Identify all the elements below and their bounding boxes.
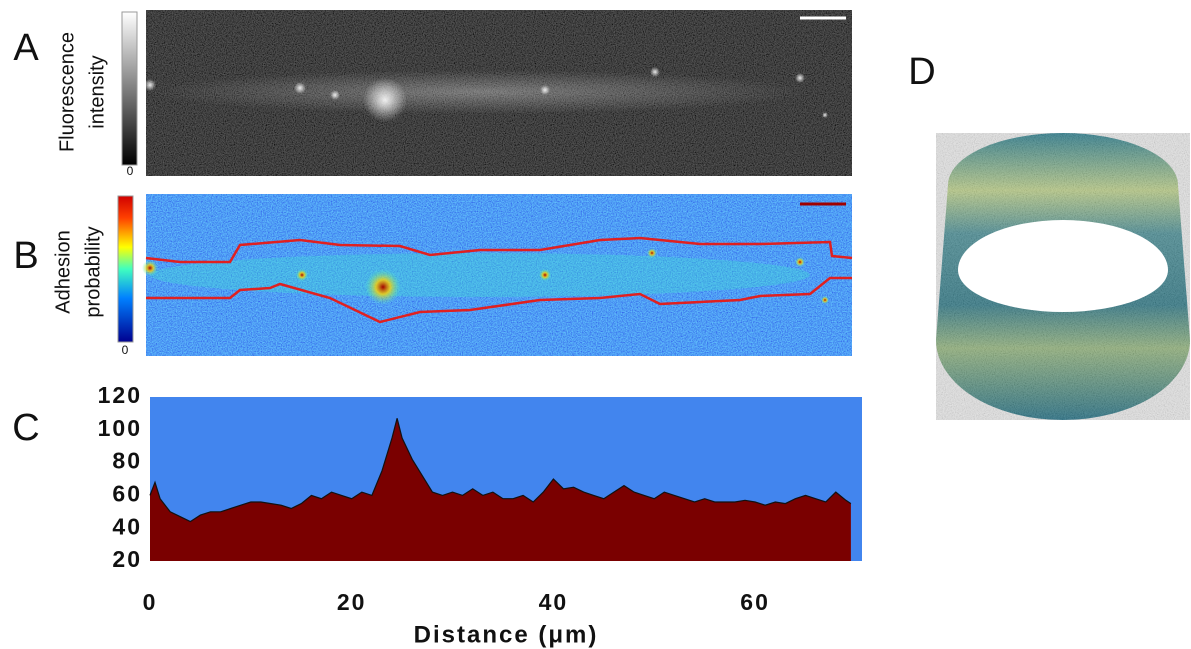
colorbar	[121, 11, 138, 166]
panel-label: B	[13, 235, 38, 277]
y-tick-label: 40	[112, 513, 142, 539]
y-tick-label: 100	[98, 415, 142, 441]
colorbar-min: 0	[122, 343, 129, 357]
x-axis-label: Distance (μm)	[414, 621, 599, 648]
cylinder	[936, 133, 1190, 420]
x-tick-label: 20	[337, 589, 367, 615]
outline	[145, 236, 853, 324]
x-tick-label: 60	[740, 589, 770, 615]
colorbar-label: intensity	[86, 55, 108, 128]
panel-label: A	[13, 27, 39, 69]
y-tick-label: 120	[98, 382, 142, 408]
area	[150, 418, 851, 561]
panel-label: D	[908, 51, 935, 93]
colorbar-label: probability	[82, 226, 104, 317]
image-noise	[146, 194, 852, 356]
colorbar	[117, 195, 134, 343]
colorbar-label: Adhesion	[52, 230, 74, 313]
y-tick-label: 60	[112, 480, 142, 506]
image-spots	[142, 248, 829, 305]
colorbar-min: 0	[127, 164, 134, 178]
x-tick-label: 40	[539, 589, 569, 615]
colorbar-label: Fluorescence	[56, 32, 78, 152]
area-line	[149, 418, 852, 523]
panel-label: C	[12, 407, 39, 449]
x-tick-label: 0	[143, 589, 158, 615]
y-tick-label: 20	[112, 546, 142, 572]
y-tick-label: 80	[112, 448, 142, 474]
image-spots	[144, 67, 828, 122]
